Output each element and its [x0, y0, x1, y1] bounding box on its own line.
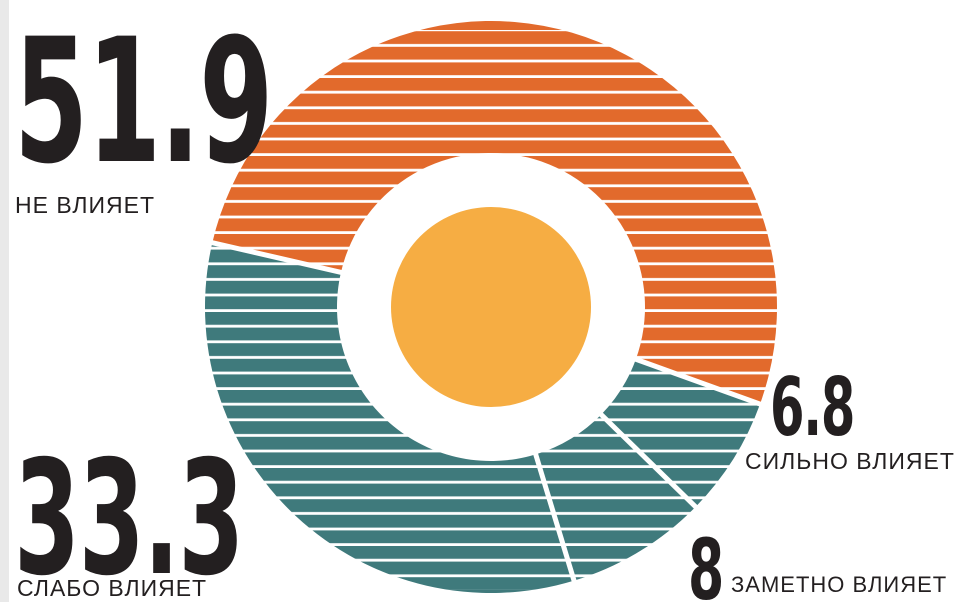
separator-silno-vliyaet — [633, 356, 765, 408]
value-label-silno-vliyaet: 6.8 — [770, 361, 855, 454]
category-label-zametno-vliyaet: ЗАМЕТНО ВЛИЯЕТ — [731, 572, 948, 597]
slice-separators — [207, 239, 765, 586]
left-margin-strip — [0, 0, 9, 602]
separator-ne-vliyaet — [207, 239, 344, 276]
value-label-ne-vliyaet: 51.9 — [14, 1, 273, 202]
value-label-slabo-vliyaet: 33.3 — [14, 427, 244, 602]
category-label-ne-vliyaet: НЕ ВЛИЯЕТ — [15, 192, 156, 218]
center-circle — [391, 207, 591, 407]
category-label-silno-vliyaet: СИЛЬНО ВЛИЯЕТ — [745, 448, 955, 474]
separator-slabo-vliyaet — [532, 451, 578, 586]
category-label-slabo-vliyaet: СЛАБО ВЛИЯЕТ — [17, 575, 208, 601]
separator-zametno-vliyaet — [598, 411, 701, 512]
value-label-zametno-vliyaet: 8 — [688, 521, 724, 602]
